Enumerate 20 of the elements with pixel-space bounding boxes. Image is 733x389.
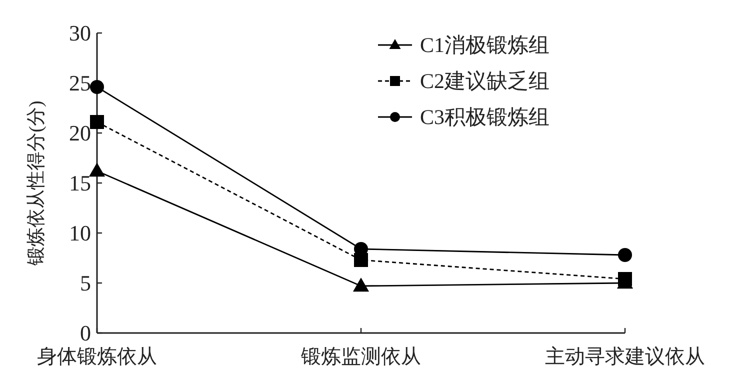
y-tick-label: 10: [69, 220, 91, 246]
x-tick-label: 主动寻求建议依从: [545, 345, 705, 368]
x-tick-label: 身体锻炼依从: [37, 346, 157, 368]
y-tick-label: 15: [69, 170, 91, 196]
x-tick-label: 锻炼监测依从: [300, 346, 421, 368]
point: [618, 272, 632, 286]
point: [90, 115, 104, 129]
point: [352, 278, 370, 292]
y-tick-label: 25: [69, 70, 91, 96]
y-axis-title: 锻炼依从性得分(分): [26, 100, 47, 266]
y-tick-label: 0: [80, 320, 91, 346]
legend-label: C2建议缺乏组: [420, 69, 550, 93]
y-tick-label: 30: [69, 20, 91, 46]
y-tick-label: 5: [80, 270, 91, 296]
point: [88, 162, 106, 177]
legend-label: C3积极锻炼组: [420, 105, 550, 129]
y-tick-label: 20: [69, 120, 91, 146]
legend-label: C1消极锻炼组: [420, 33, 550, 57]
point: [90, 80, 104, 94]
point: [618, 248, 632, 262]
